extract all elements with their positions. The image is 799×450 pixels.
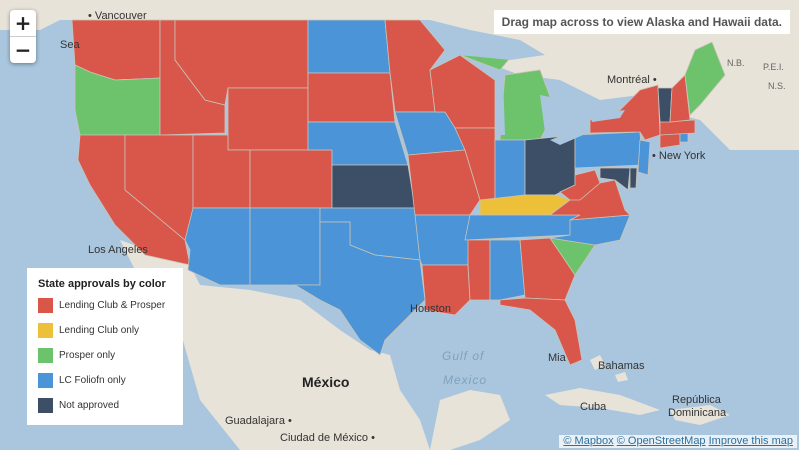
us-states	[71, 19, 726, 366]
province-label-ns: N.S.	[768, 81, 786, 91]
city-label-vancouver: • Vancouver	[88, 10, 147, 22]
country-label-dominicana: Dominicana	[668, 407, 727, 419]
water-label-gulf-1: Gulf of	[442, 349, 485, 363]
city-label-los-angeles: Los Angeles	[88, 244, 148, 256]
state-ohio[interactable]	[524, 134, 576, 196]
province-label-nb: N.B.	[727, 58, 745, 68]
state-arkansas[interactable]	[414, 214, 471, 266]
legend-label: LC Foliofn only	[59, 375, 126, 386]
state-new-jersey[interactable]	[637, 139, 651, 176]
country-label-bahamas: Bahamas	[598, 360, 645, 372]
state-south-dakota[interactable]	[307, 72, 396, 123]
state-new-hampshire[interactable]	[669, 74, 691, 123]
city-label-guadalajara: Guadalajara •	[225, 415, 292, 427]
city-label-montreal: Montréal •	[607, 74, 657, 86]
legend-swatch	[38, 348, 53, 363]
state-wyoming[interactable]	[227, 87, 309, 151]
country-label-republica: República	[672, 394, 721, 406]
great-lakes	[430, 20, 625, 145]
legend-label: Lending Club & Prosper	[59, 300, 166, 311]
canada-land	[0, 0, 799, 150]
legend-item-prosper-only: Prosper only	[38, 348, 173, 363]
legend-swatch	[38, 373, 53, 388]
map-attribution: © Mapbox © OpenStreetMap Improve this ma…	[559, 435, 797, 448]
city-label-houston: Houston	[410, 303, 451, 315]
state-maine[interactable]	[684, 41, 726, 116]
state-alabama[interactable]	[489, 239, 526, 301]
state-north-dakota[interactable]	[307, 19, 391, 74]
yucatan-land	[430, 390, 510, 450]
state-maryland[interactable]	[599, 167, 631, 191]
drag-notice: Drag map across to view Alaska and Hawai…	[493, 10, 790, 34]
state-rhode-island[interactable]	[679, 132, 689, 143]
country-label-mexico: México	[302, 374, 350, 390]
bahamas-land	[590, 355, 628, 382]
legend-swatch	[38, 398, 53, 413]
zoom-in-button[interactable]: +	[14, 11, 32, 35]
zoom-control: + −	[10, 10, 36, 63]
state-kansas[interactable]	[331, 164, 416, 209]
state-west-virginia[interactable]	[559, 169, 601, 201]
city-label-miami: Mia	[548, 352, 566, 364]
state-florida[interactable]	[499, 297, 583, 366]
improve-map-link[interactable]: Improve this map	[708, 435, 793, 447]
state-missouri[interactable]	[407, 149, 481, 216]
state-georgia[interactable]	[519, 237, 576, 301]
openstreetmap-link[interactable]: © OpenStreetMap	[616, 435, 706, 447]
legend-item-lending-club-prosper: Lending Club & Prosper	[38, 298, 173, 313]
legend-item-lending-club-only: Lending Club only	[38, 323, 173, 338]
city-label-new-york: • New York	[652, 150, 706, 162]
legend-item-not-approved: Not approved	[38, 398, 173, 413]
state-texas[interactable]	[293, 221, 426, 356]
mexico-land	[120, 240, 430, 450]
city-label-seattle: Sea	[60, 39, 80, 51]
legend-title: State approvals by color	[38, 278, 166, 290]
state-mississippi[interactable]	[467, 239, 491, 301]
state-arizona[interactable]	[184, 207, 251, 286]
state-delaware[interactable]	[629, 167, 638, 189]
country-label-cuba: Cuba	[580, 401, 607, 413]
legend-label: Prosper only	[59, 350, 116, 361]
state-connecticut[interactable]	[659, 132, 681, 149]
legend-label: Lending Club only	[59, 325, 140, 336]
hispaniola-land	[670, 405, 730, 425]
legend: State approvals by color Lending Club & …	[27, 268, 183, 425]
mapbox-link[interactable]: © Mapbox	[563, 435, 614, 447]
legend-label: Not approved	[59, 400, 120, 411]
state-new-mexico[interactable]	[249, 207, 321, 286]
cuba-land	[545, 388, 660, 415]
state-indiana[interactable]	[494, 139, 526, 201]
legend-swatch	[38, 323, 53, 338]
zoom-out-button[interactable]: −	[10, 36, 36, 63]
water-label-gulf-2: Mexico	[443, 373, 488, 387]
state-colorado[interactable]	[249, 149, 333, 209]
province-label-pei: P.E.I.	[763, 62, 784, 72]
state-pennsylvania[interactable]	[574, 131, 643, 169]
legend-swatch	[38, 298, 53, 313]
city-label-ciudad-de-mexico: Ciudad de México •	[280, 432, 375, 444]
legend-item-lc-foliofn-only: LC Foliofn only	[38, 373, 173, 388]
